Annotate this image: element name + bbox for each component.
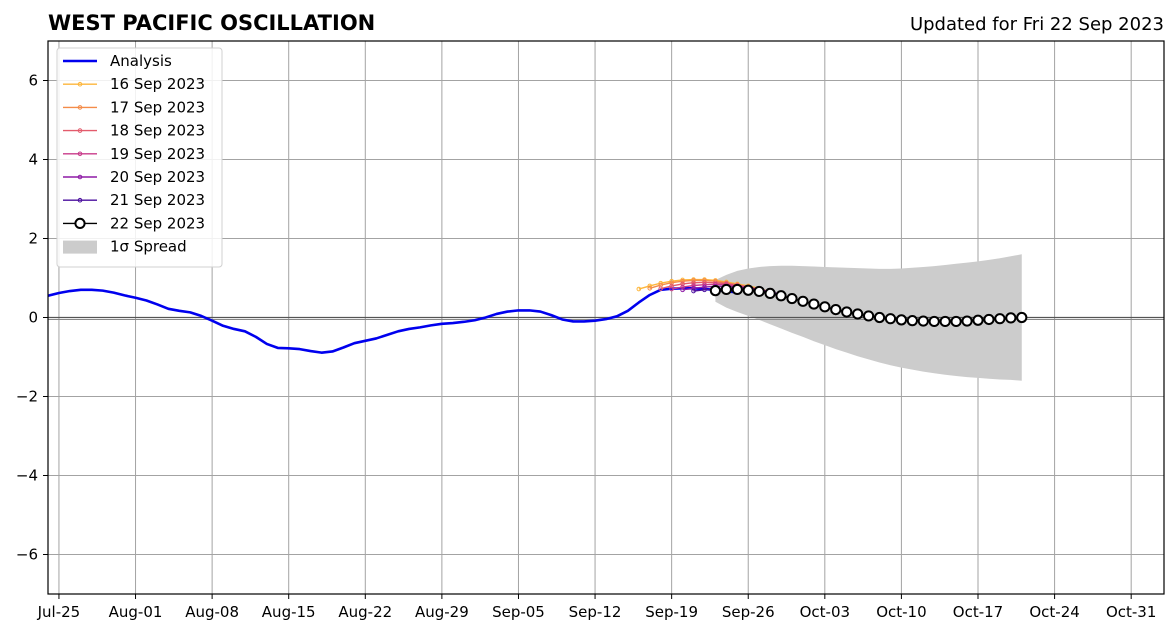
forecast-point (972, 314, 984, 326)
forecast-point (680, 278, 685, 284)
forecast-point (731, 283, 743, 296)
legend-item: 17 Sep 2023 (63, 98, 205, 116)
forecast-point (994, 313, 1006, 325)
legend-item: Analysis (63, 52, 172, 70)
legend-marker (74, 217, 86, 229)
y-tick-label: 2 (28, 230, 38, 248)
forecast-point (636, 286, 642, 292)
forecast-point (680, 287, 685, 293)
y-tick-label: 6 (28, 72, 38, 90)
forecast-point (786, 292, 798, 305)
legend-marker (77, 128, 83, 133)
forecast-point (841, 306, 853, 318)
forecast-point (702, 287, 707, 293)
legend-item: 16 Sep 2023 (63, 75, 205, 93)
x-tick-label: Oct-17 (953, 603, 1003, 621)
legend-label: 1σ Spread (110, 238, 187, 256)
forecast-point (961, 315, 973, 327)
forecast-point (983, 313, 995, 326)
x-tick-label: Aug-08 (185, 603, 239, 621)
forecast-point (1016, 311, 1028, 324)
legend-item: 20 Sep 2023 (63, 168, 205, 186)
forecast-point (691, 285, 696, 291)
forecast-point (928, 315, 940, 328)
forecast-point (702, 284, 707, 290)
legend: Analysis 16 Sep 2023 17 Sep 2023 18 Sep 202… (56, 47, 223, 268)
x-tick-label: Aug-15 (262, 603, 316, 621)
forecast-point (720, 283, 732, 296)
legend-marker (77, 105, 83, 110)
legend-label: 19 Sep 2023 (110, 145, 205, 163)
x-tick-label: Sep-05 (492, 603, 545, 621)
forecast-point (775, 290, 787, 302)
x-tick-label: Jul-25 (37, 603, 81, 621)
plot-area: −6 −4 −2 0 2 4 6 Jul-25 Aug-01 Aug-08 Aug-15 Aug-22… (16, 40, 1165, 621)
forecast-point (658, 286, 664, 291)
forecast-series (709, 283, 1028, 328)
forecast-point (647, 285, 653, 291)
forecast-point (895, 314, 908, 326)
legend-label: 16 Sep 2023 (110, 75, 205, 93)
forecast-point (873, 311, 886, 324)
legend-item: 18 Sep 2023 (63, 122, 205, 140)
x-tick-label: Aug-29 (415, 603, 469, 621)
x-tick-label: Aug-22 (338, 603, 392, 621)
forecast-point (709, 285, 722, 297)
x-tick-label: Aug-01 (109, 603, 163, 621)
analysis-line (48, 286, 738, 354)
legend-box (56, 47, 223, 268)
legend-marker (77, 81, 83, 87)
forecast-point (852, 308, 864, 320)
forecast-point (939, 315, 951, 328)
x-tick-label: Sep-26 (722, 603, 775, 621)
x-tick-label: Oct-10 (876, 603, 926, 621)
chart-subtitle: Updated for Fri 22 Sep 2023 (910, 14, 1164, 35)
forecast-point (691, 288, 696, 294)
legend-label: 20 Sep 2023 (110, 168, 205, 186)
x-tick-label: Oct-03 (800, 603, 850, 621)
legend-label: 21 Sep 2023 (110, 191, 205, 209)
forecast-point (742, 284, 754, 296)
forecast-point (884, 313, 897, 325)
forecast-point (906, 315, 918, 327)
legend-label: 18 Sep 2023 (110, 122, 205, 140)
legend-label: Analysis (110, 52, 172, 70)
legend-item: 21 Sep 2023 (63, 191, 205, 209)
legend-marker (77, 197, 83, 203)
legend-label: 22 Sep 2023 (110, 214, 205, 232)
legend-marker (77, 174, 83, 180)
forecast-point (764, 287, 776, 300)
forecast-point (950, 315, 962, 328)
y-tick-label: 4 (28, 151, 38, 169)
y-tick-label: −2 (16, 388, 38, 406)
forecast-point (830, 304, 842, 316)
legend-marker (77, 151, 83, 157)
y-tick-label: −4 (16, 467, 38, 485)
x-tick-label: Sep-19 (645, 603, 698, 621)
forecast-point (808, 298, 820, 310)
chart-title: WEST PACIFIC OSCILLATION (48, 11, 375, 35)
legend-item: 1σ Spread (63, 238, 187, 256)
forecast-point (753, 285, 765, 298)
legend-item: 19 Sep 2023 (63, 145, 205, 163)
forecast-point (680, 284, 685, 290)
x-tick-label: Oct-31 (1106, 603, 1156, 621)
forecast-point (669, 286, 674, 292)
forecast-point (862, 310, 875, 322)
x-tick-label: Oct-24 (1029, 603, 1079, 621)
forecast-point (819, 301, 831, 313)
forecast-point (797, 295, 809, 307)
x-tick-label: Sep-12 (569, 603, 622, 621)
legend-label: 17 Sep 2023 (110, 98, 205, 116)
forecast-point (691, 280, 696, 286)
forecast-point (1005, 312, 1017, 324)
legend-swatch (63, 240, 97, 254)
legend-item: 22 Sep 2023 (63, 214, 205, 232)
forecast-point (917, 315, 929, 327)
y-tick-label: 0 (28, 309, 38, 327)
forecast-point (691, 283, 696, 288)
y-tick-label: −6 (16, 546, 38, 564)
